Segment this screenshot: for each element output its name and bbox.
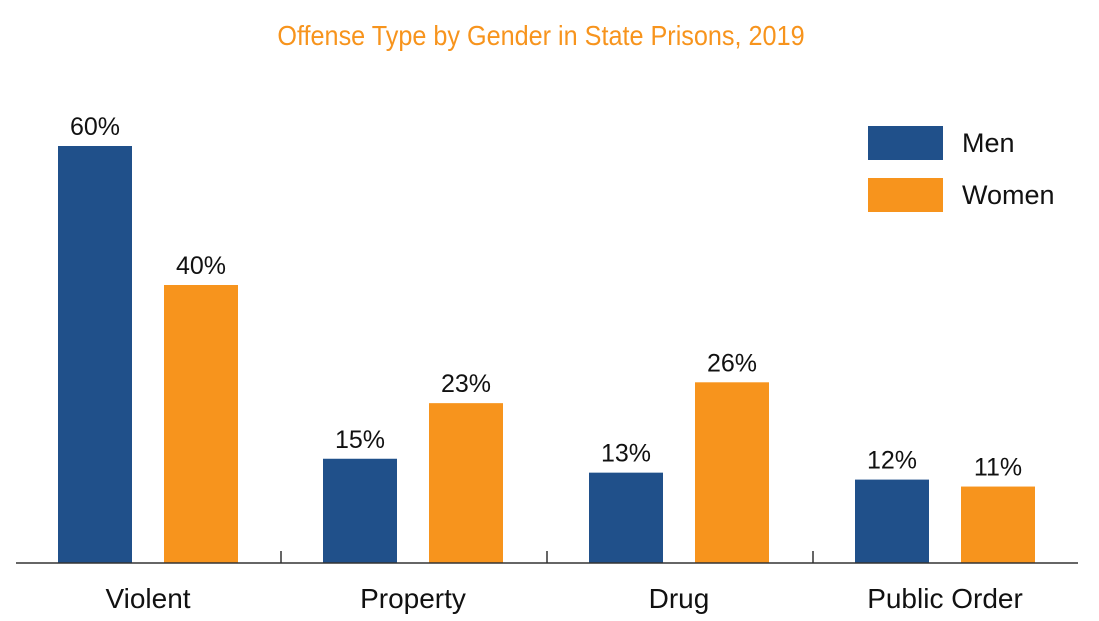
chart-title: Offense Type by Gender in State Prisons,… [277,20,805,51]
data-label-women-drug: 26% [707,349,757,377]
bar-men-public-order [855,479,929,563]
category-labels: Violent Property Drug Public Order [105,583,1022,614]
data-label-women-public-order: 11% [974,454,1022,482]
category-label-property: Property [360,583,466,614]
legend-swatch-women [868,178,943,212]
bar-men-property [323,458,397,563]
legend-label-men: Men [962,128,1015,158]
legend-label-women: Women [962,180,1055,210]
x-axis-ticks [280,551,814,563]
category-label-public-order: Public Order [867,583,1023,614]
bar-women-violent [164,285,238,563]
data-label-men-drug: 13% [601,440,651,468]
bar-women-public-order [961,486,1035,563]
data-label-men-property: 15% [335,426,385,454]
bar-men-drug [589,472,663,563]
category-label-drug: Drug [649,583,710,614]
data-label-women-violent: 40% [176,252,226,280]
category-label-violent: Violent [105,583,190,614]
data-label-men-violent: 60% [70,113,120,141]
data-labels-layer: 60% 40% 15% 23% 13% 26% 12% 11% [70,113,1022,482]
bar-men-violent [58,146,132,563]
bar-women-property [429,403,503,563]
bars-layer [58,146,1035,563]
data-label-women-property: 23% [441,370,491,398]
legend-swatch-men [868,126,943,160]
legend: Men Women [868,126,1055,212]
data-label-men-public-order: 12% [867,447,917,475]
bar-women-drug [695,382,769,563]
